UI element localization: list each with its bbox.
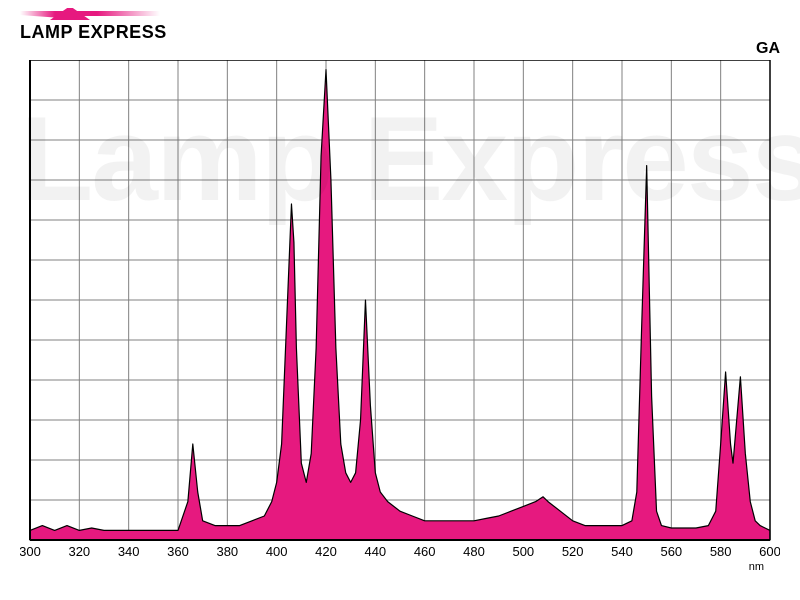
- svg-text:380: 380: [216, 544, 238, 559]
- svg-text:520: 520: [562, 544, 584, 559]
- svg-text:440: 440: [364, 544, 386, 559]
- svg-text:nm: nm: [749, 561, 764, 573]
- svg-text:580: 580: [710, 544, 732, 559]
- svg-text:540: 540: [611, 544, 633, 559]
- svg-text:320: 320: [68, 544, 90, 559]
- svg-text:420: 420: [315, 544, 337, 559]
- svg-text:460: 460: [414, 544, 436, 559]
- chart-svg: 300 320 340 360 380 400 420 440 460 480 500 520 540 5…: [20, 60, 780, 580]
- svg-text:300: 300: [20, 544, 41, 559]
- svg-text:560: 560: [660, 544, 682, 559]
- brand-arrow-icon: [20, 8, 160, 20]
- svg-text:500: 500: [512, 544, 534, 559]
- spectrum-chart: Lamp Express 300320340360380400420440460…: [20, 60, 780, 580]
- brand-title: LAMP EXPRESS: [20, 22, 167, 43]
- svg-text:400: 400: [266, 544, 288, 559]
- header: LAMP EXPRESS: [20, 8, 167, 43]
- svg-text:600: 600: [759, 544, 780, 559]
- svg-text:340: 340: [118, 544, 140, 559]
- corner-label: GA: [756, 40, 780, 58]
- svg-text:360: 360: [167, 544, 189, 559]
- svg-text:480: 480: [463, 544, 485, 559]
